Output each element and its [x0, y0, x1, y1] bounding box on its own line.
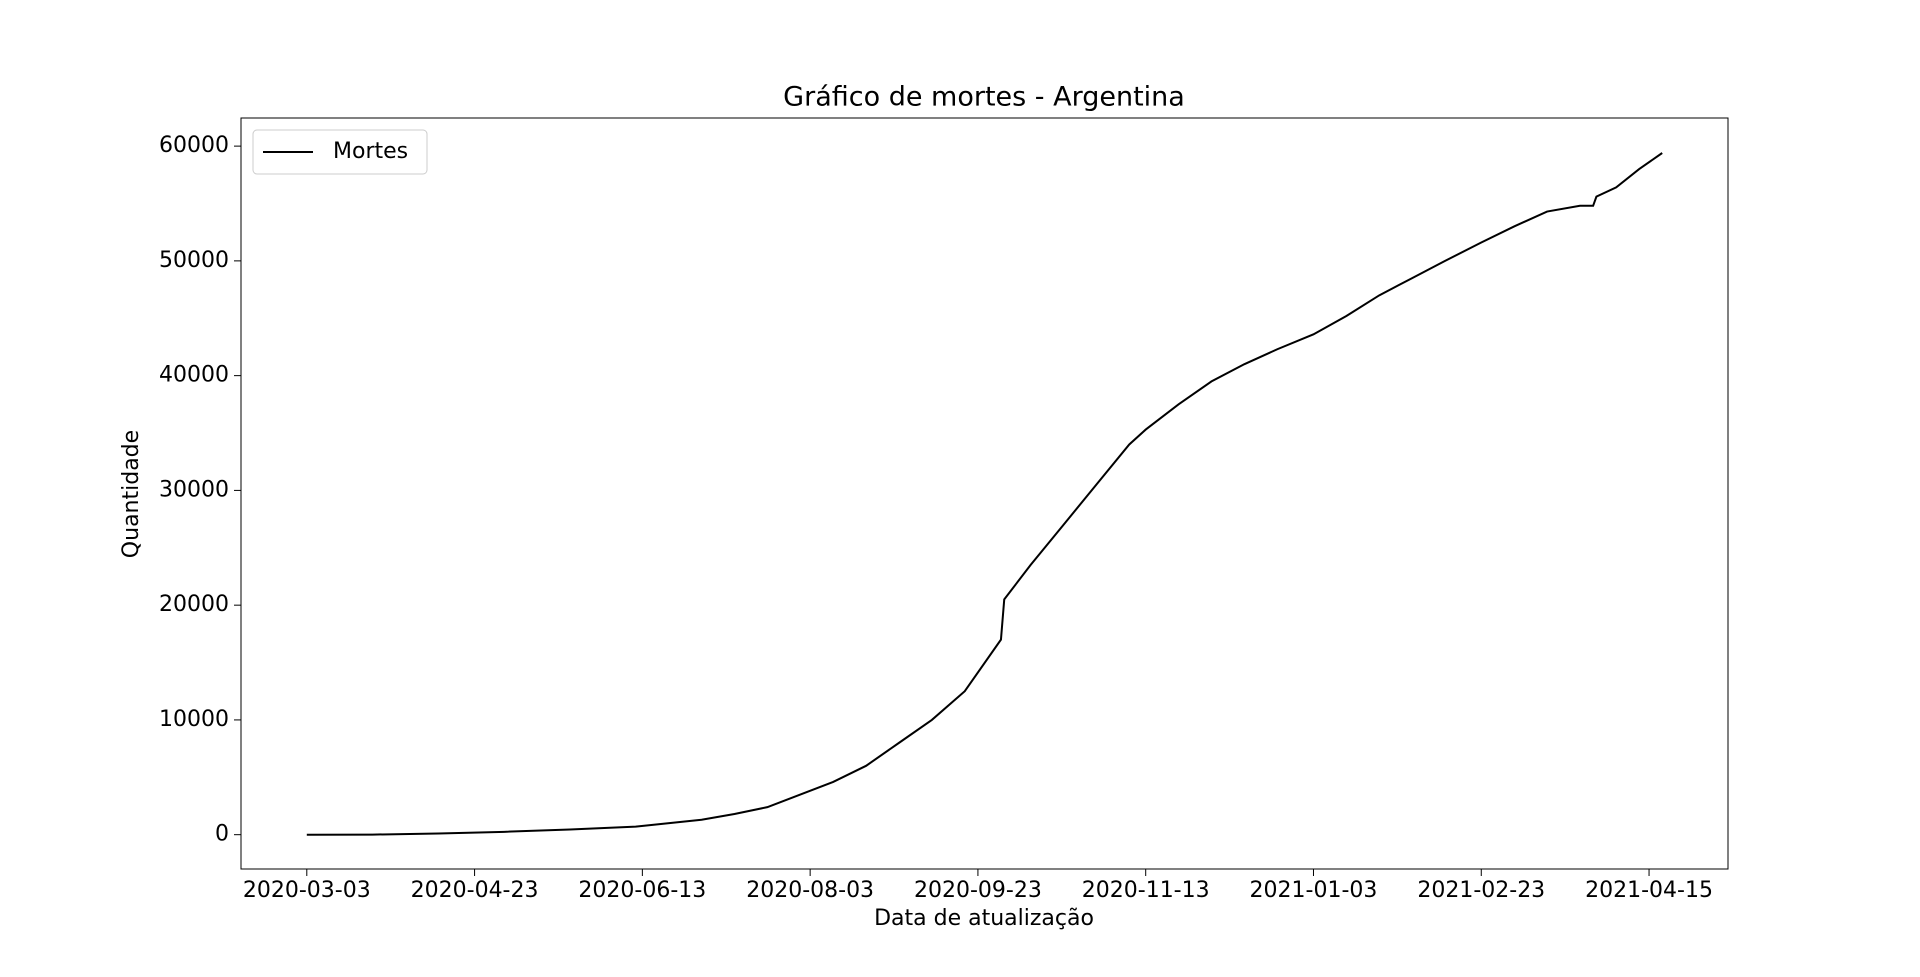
y-tick-label: 10000: [159, 707, 229, 732]
plot-frame: [240, 117, 1729, 870]
x-tick-label: 2021-04-15: [1585, 878, 1713, 903]
x-tick-label: 2020-06-13: [578, 878, 706, 903]
y-tick-label: 40000: [159, 363, 229, 388]
y-tick-label: 50000: [159, 248, 229, 273]
legend-label: Mortes: [333, 139, 408, 164]
x-tick-label: 2020-03-03: [243, 878, 371, 903]
x-tick-label: 2020-08-03: [746, 878, 874, 903]
chart-title: Gráfico de mortes - Argentina: [783, 82, 1185, 113]
data-line: [306, 152, 1663, 836]
x-tick-label: 2021-01-03: [1250, 878, 1378, 903]
y-tick-label: 0: [215, 822, 229, 847]
legend: Mortes: [252, 129, 428, 175]
y-tick-label: 60000: [159, 133, 229, 158]
x-tick-label: 2020-11-13: [1082, 878, 1210, 903]
x-tick-label: 2021-02-23: [1417, 878, 1545, 903]
legend-box: [252, 129, 428, 175]
y-axis-label: Quantidade: [119, 430, 144, 558]
y-tick-label: 20000: [159, 592, 229, 617]
x-tick-label: 2020-09-23: [914, 878, 1042, 903]
x-tick-label: 2020-04-23: [411, 878, 539, 903]
x-axis-label: Data de atualização: [874, 906, 1094, 931]
y-tick-label: 30000: [159, 477, 229, 502]
